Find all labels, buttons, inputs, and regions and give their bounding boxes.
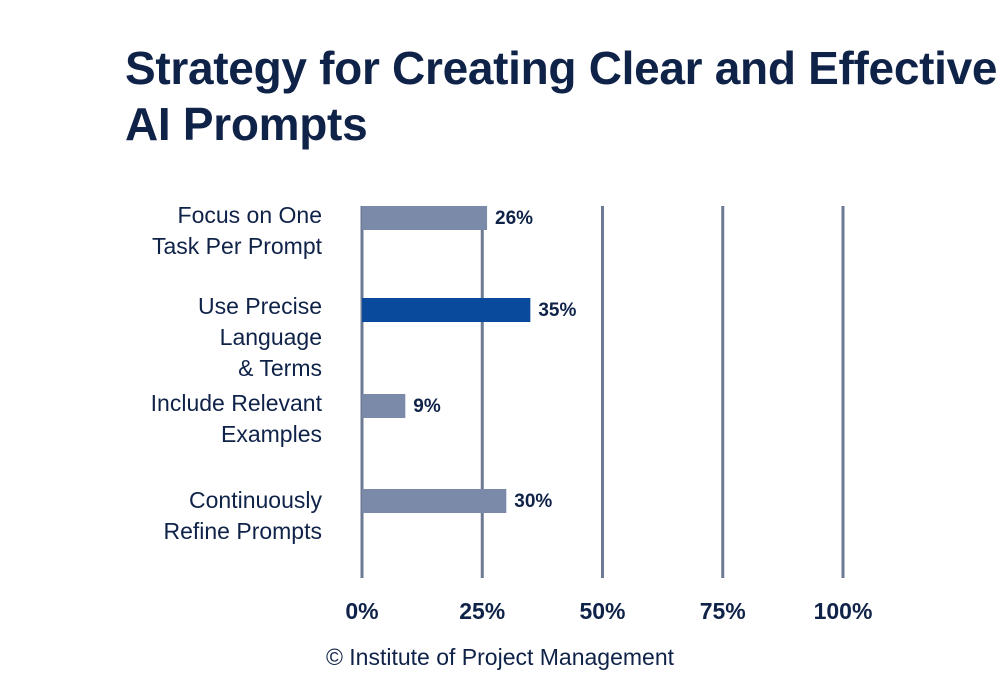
category-label: Continuously Refine Prompts <box>163 487 322 544</box>
copyright-footer: © Institute of Project Management <box>325 644 675 670</box>
bar <box>362 489 507 513</box>
bar-value-label: 30% <box>514 491 552 512</box>
bar <box>362 298 531 322</box>
x-tick-label: 75% <box>700 598 746 624</box>
grid-lines <box>360 206 845 578</box>
value-labels: 26% 35% 9% 30% <box>413 208 576 512</box>
chart-title: Strategy for Creating Clear and Effectiv… <box>125 42 998 150</box>
x-axis-ticks: 0% 25% 50% 75% 100% <box>345 598 872 624</box>
bar <box>362 394 406 418</box>
bar-value-label: 35% <box>538 300 576 321</box>
bar <box>362 206 488 230</box>
x-tick-label: 100% <box>814 598 873 624</box>
x-tick-label: 25% <box>459 598 505 624</box>
category-label: Focus on One Task Per Prompt <box>152 202 322 259</box>
bar-value-label: 26% <box>495 208 533 229</box>
x-tick-label: 0% <box>345 598 378 624</box>
bars <box>362 206 531 513</box>
category-label: Include Relevant Examples <box>150 390 322 447</box>
bar-value-label: 9% <box>413 396 441 417</box>
x-tick-label: 50% <box>579 598 625 624</box>
category-label: Use Precise Language & Terms <box>198 293 322 381</box>
